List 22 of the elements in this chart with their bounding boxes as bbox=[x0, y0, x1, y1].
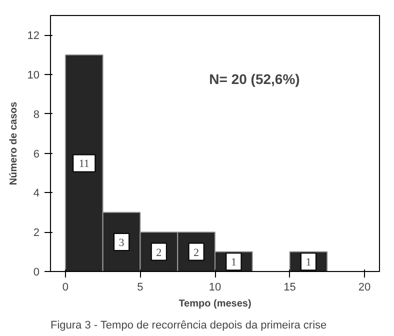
data-label: 1 bbox=[230, 256, 236, 269]
y-tick-label: 2 bbox=[33, 227, 40, 240]
x-tick-label: 0 bbox=[62, 282, 69, 294]
data-label: 3 bbox=[118, 236, 125, 249]
x-tick-label: 20 bbox=[358, 282, 371, 294]
x-tick-label: 5 bbox=[137, 282, 144, 294]
y-axis-title: Número de casos bbox=[8, 101, 20, 186]
annotation: N= 20 (52,6%) bbox=[209, 71, 300, 88]
y-tick-label: 8 bbox=[33, 108, 40, 121]
data-label: 2 bbox=[156, 246, 162, 259]
y-tick-label: 0 bbox=[33, 266, 40, 278]
x-tick-label: 15 bbox=[284, 282, 296, 294]
data-label: 11 bbox=[78, 158, 90, 170]
data-label: 1 bbox=[306, 256, 312, 269]
text: Figura 3 - Tempo de recorrência depois da primeira crise bbox=[50, 320, 327, 332]
y-tick-label: 10 bbox=[27, 70, 40, 82]
data-label: 2 bbox=[194, 246, 200, 259]
y-tick-label: 6 bbox=[33, 148, 40, 160]
x-tick-label: 10 bbox=[208, 282, 222, 294]
x-axis-title: Tempo (meses) bbox=[178, 298, 252, 310]
y-tick-label: 4 bbox=[33, 188, 40, 200]
y-tick-label: 12 bbox=[27, 30, 40, 42]
